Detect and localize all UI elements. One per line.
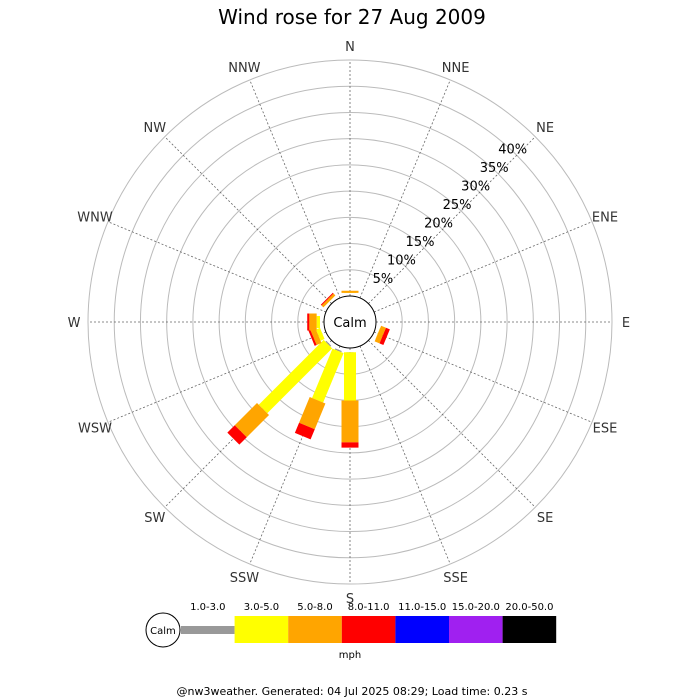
direction-label-s: S: [346, 592, 354, 607]
direction-label-nnw: NNW: [228, 61, 260, 76]
grid-spoke: [368, 340, 536, 508]
ring-label: 10%: [387, 254, 416, 269]
legend-swatch-0: [181, 626, 235, 634]
grid-spoke: [249, 79, 341, 299]
ring-label: 30%: [461, 179, 490, 194]
grid-spoke: [359, 345, 451, 565]
bar-WSW-3: [308, 329, 317, 346]
legend-label-3: 8.0-11.0: [348, 602, 390, 613]
grid-spoke: [107, 221, 327, 313]
legend-label-1: 3.0-5.0: [244, 602, 279, 613]
grid-ring: [139, 111, 561, 533]
direction-label-wnw: WNW: [77, 210, 113, 225]
bar-SW-3: [227, 425, 247, 445]
grid-spoke: [107, 331, 327, 423]
legend-calm-label: Calm: [150, 626, 176, 637]
ring-label: 15%: [406, 235, 435, 250]
ring-label: 35%: [480, 161, 509, 176]
bar-SW-2: [234, 402, 270, 438]
legend-swatch-5: [449, 616, 503, 643]
bar-NW-2: [321, 293, 336, 308]
direction-label-ssw: SSW: [230, 571, 260, 586]
bar-ESE-3: [379, 327, 390, 346]
ring-label: 5%: [373, 272, 394, 287]
calm-label: Calm: [333, 316, 366, 331]
grid-spoke: [373, 331, 593, 423]
direction-label-w: W: [68, 316, 81, 331]
polar-grid: [87, 59, 613, 585]
grid-spoke: [249, 345, 341, 565]
direction-label-sw: SW: [144, 511, 165, 526]
bar-WSW-2: [310, 327, 322, 346]
direction-label-nne: NNE: [442, 61, 470, 76]
legend-label-0: 1.0-3.0: [190, 602, 225, 613]
legend-label-4: 11.0-15.0: [398, 602, 446, 613]
legend-unit: mph: [339, 650, 361, 661]
direction-label-wsw: WSW: [78, 422, 112, 437]
ring-label: 20%: [424, 216, 453, 231]
legend-swatch-1: [234, 616, 289, 643]
bar-ESE-2: [374, 325, 386, 344]
grid-spoke: [164, 136, 332, 304]
legend-swatch-6: [502, 616, 557, 643]
bar-SW-1: [258, 339, 333, 414]
speed-legend: Calm 1.0-3.0 3.0-5.0 5.0-8.0 8.0-11.0 11.0-15…: [145, 602, 557, 661]
direction-label-ne: NE: [536, 121, 554, 136]
grid-spoke: [368, 136, 536, 304]
legend-label-2: 5.0-8.0: [297, 602, 332, 613]
legend-calm-circle: [145, 612, 181, 648]
legend-label-6: 20.0-50.0: [505, 602, 553, 613]
direction-label-ese: ESE: [593, 422, 618, 437]
direction-label-nw: NW: [144, 121, 167, 136]
grid-spoke: [359, 79, 451, 299]
ring-labels: 5% 10% 15% 20% 25% 30% 35% 40%: [373, 142, 528, 287]
ring-label: 40%: [498, 142, 527, 157]
bar-SSW-1: [312, 348, 344, 403]
grid-spoke: [373, 221, 593, 313]
chart-title: Wind rose for 27 Aug 2009: [218, 5, 486, 29]
bar-SSW-3: [294, 422, 315, 440]
direction-label-ene: ENE: [592, 210, 618, 225]
direction-labels: N NNE NE ENE E ESE SE SSE S SSW SW WSW W WNW NW NNW: [68, 40, 631, 607]
bar-SSW-2: [299, 397, 326, 430]
grid-ring: [192, 164, 508, 480]
footer-text: @nw3weather. Generated: 04 Jul 2025 08:2…: [177, 685, 528, 698]
calm-circle: Calm: [323, 295, 377, 349]
direction-label-n: N: [345, 40, 355, 55]
direction-label-e: E: [622, 316, 630, 331]
ring-label: 25%: [443, 198, 472, 213]
direction-label-sse: SSE: [443, 571, 468, 586]
legend-label-5: 15.0-20.0: [452, 602, 500, 613]
calm-ring: [323, 295, 377, 349]
bar-WSW-1: [315, 327, 325, 341]
legend-swatch-3: [341, 616, 396, 643]
wind-bars: [227, 290, 390, 448]
legend-swatch-4: [395, 616, 449, 643]
direction-label-se: SE: [537, 511, 553, 526]
bar-NW-3: [320, 292, 334, 306]
legend-swatch-2: [288, 616, 342, 643]
bar-SW-0: [325, 340, 332, 347]
grid-ring: [87, 59, 613, 585]
